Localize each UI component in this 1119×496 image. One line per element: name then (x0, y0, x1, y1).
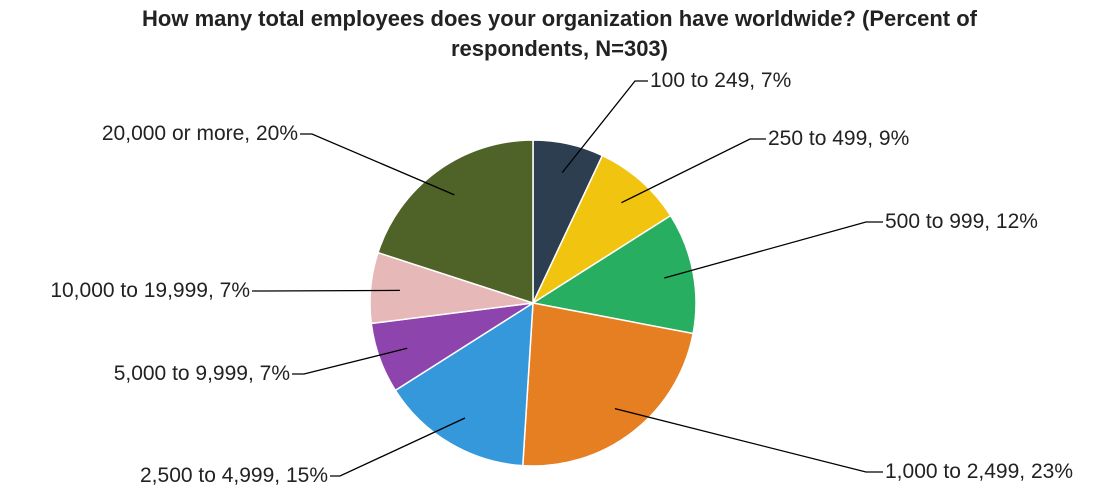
chart-title-line-2: respondents, N=303) (450, 36, 668, 61)
data-label-1: 100 to 249, 7% (650, 69, 791, 92)
leader-line-8 (300, 133, 455, 196)
leader-line-6 (292, 347, 408, 375)
chart-title: How many total employees does your organ… (0, 4, 1119, 64)
data-label-2: 250 to 499, 9% (768, 127, 909, 150)
pie-slice-3 (530, 214, 697, 335)
data-label-5: 2,500 to 4,999, 15% (140, 464, 328, 487)
data-label-8: 20,000 or more, 20% (102, 122, 298, 145)
pie-slices (369, 139, 697, 467)
leader-line-5 (330, 417, 466, 477)
leader-line-4 (614, 407, 883, 473)
pie-slice-2 (531, 154, 672, 306)
leader-line-2 (621, 138, 766, 204)
data-label-3: 500 to 999, 12% (885, 210, 1038, 233)
pie-slice-8 (377, 139, 534, 305)
leader-lines (252, 80, 883, 477)
leader-line-3 (664, 221, 883, 279)
leader-line-7 (252, 289, 400, 292)
pie-slice-4 (521, 302, 694, 467)
data-label-7: 10,000 to 19,999, 7% (50, 279, 250, 302)
chart-title-line-1: How many total employees does your organ… (142, 6, 977, 31)
leader-line-1 (561, 80, 648, 174)
data-label-4: 1,000 to 2,499, 23% (885, 460, 1073, 483)
pie-slice-5 (394, 301, 534, 467)
data-label-6: 5,000 to 9,999, 7% (114, 362, 290, 385)
data-labels: 100 to 249, 7% 250 to 499, 9% 500 to 999, … (50, 69, 1073, 487)
